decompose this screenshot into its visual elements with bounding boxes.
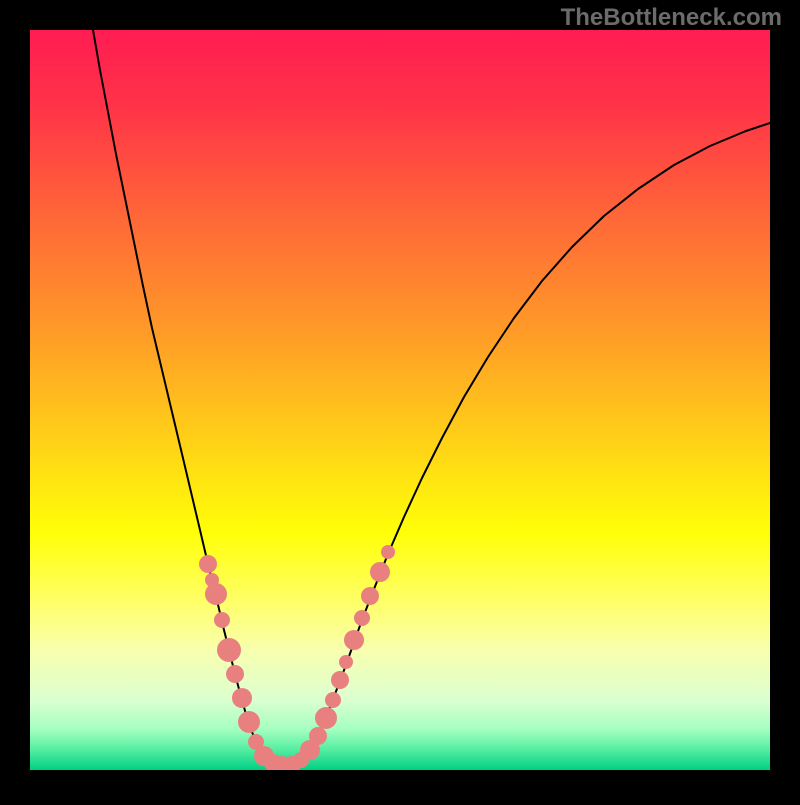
data-point bbox=[370, 562, 390, 582]
data-point bbox=[339, 655, 353, 669]
chart-svg bbox=[0, 0, 800, 800]
data-point bbox=[361, 587, 379, 605]
data-point bbox=[309, 727, 327, 745]
data-point bbox=[226, 665, 244, 683]
data-point bbox=[232, 688, 252, 708]
data-point bbox=[199, 555, 217, 573]
data-point bbox=[381, 545, 395, 559]
chart-container: TheBottleneck.com bbox=[0, 0, 800, 800]
data-point bbox=[238, 711, 260, 733]
data-point bbox=[217, 638, 241, 662]
data-point bbox=[315, 707, 337, 729]
data-point bbox=[331, 671, 349, 689]
data-point bbox=[205, 583, 227, 605]
data-point bbox=[354, 610, 370, 626]
watermark-text: TheBottleneck.com bbox=[561, 4, 782, 32]
data-point bbox=[214, 612, 230, 628]
plot-background bbox=[30, 30, 770, 770]
data-point bbox=[325, 692, 341, 708]
data-point bbox=[344, 630, 364, 650]
